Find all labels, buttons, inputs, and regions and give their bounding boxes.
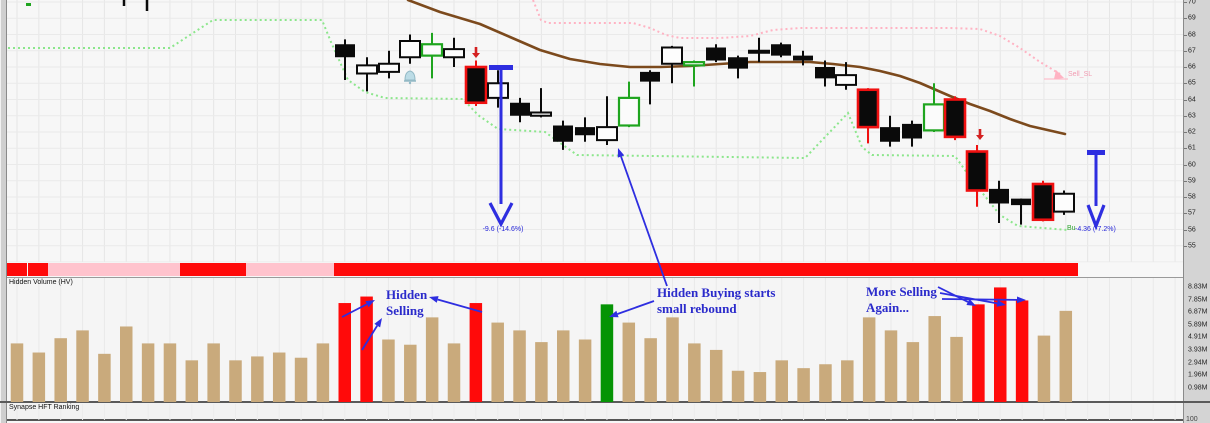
drop1-label[interactable]: -9.6 (-14.6%)	[482, 226, 524, 233]
price-axis-tick	[1184, 67, 1187, 68]
price-axis-label: 57	[1188, 209, 1196, 217]
volume-axis-label: 4.91M	[1188, 333, 1208, 341]
price-axis-tick	[1184, 229, 1187, 231]
volume-axis-label: 5.89M	[1188, 321, 1208, 329]
sell-sl-label: Sell_SL	[1068, 71, 1093, 78]
price-axis-label: 62	[1188, 128, 1196, 136]
price-axis-label: 58	[1188, 193, 1196, 201]
price-axis-tick	[1184, 50, 1187, 52]
price-axis-label: 61	[1188, 144, 1196, 152]
price-axis-label: 55	[1188, 242, 1196, 250]
volume-axis-label: 6.87M	[1188, 308, 1208, 316]
price-axis-tick	[1184, 99, 1187, 101]
volume-axis-label: 8.83M	[1188, 283, 1208, 291]
price-axis-label: 63	[1188, 112, 1196, 120]
buy-label: Bu	[1067, 225, 1076, 232]
hft-ranking-panel[interactable]	[7, 403, 1183, 421]
price-axis-tick	[1184, 18, 1187, 20]
hidden-selling-line1: Hidden	[386, 287, 428, 302]
hidden-volume-label: Hidden Volume (HV)	[9, 279, 73, 286]
hidden-buying-note[interactable]: Hidden Buying starts small rebound	[657, 285, 775, 317]
panel-divider	[0, 401, 1210, 403]
price-axis-label: 69	[1188, 14, 1196, 22]
window-left-border	[0, 0, 7, 423]
more-selling-note[interactable]: More Selling Again...	[866, 284, 937, 316]
price-axis-tick	[1184, 197, 1187, 198]
price-chart-panel[interactable]	[7, 0, 1183, 278]
price-axis-label: 70	[1188, 0, 1196, 6]
price-axis-label: 67	[1188, 47, 1196, 55]
hidden-selling-line2: Selling	[386, 303, 424, 318]
price-axis-label: 56	[1188, 226, 1196, 233]
more-selling-line2: Again...	[866, 300, 909, 315]
ranking-label: Synapse HFT Ranking	[9, 404, 80, 411]
drop2-label[interactable]: -4.36 (-7.2%)	[1075, 226, 1116, 233]
price-axis-tick	[1184, 180, 1187, 182]
strip-top-divider	[7, 262, 1183, 263]
price-axis-panel[interactable]: 70 69 68 67 66 65 64 63 62 61 60 59 58 57 56 55 8.83M 7.8…	[1183, 0, 1210, 423]
price-axis-label: 64	[1188, 96, 1196, 103]
ranking-axis-value: 100	[1186, 416, 1198, 423]
more-selling-line1: More Selling	[866, 284, 937, 299]
hidden-selling-note[interactable]: Hidden Selling	[386, 287, 427, 319]
hidden-buying-line2: small rebound	[657, 301, 737, 316]
price-axis-tick	[1184, 164, 1187, 166]
hidden-volume-panel[interactable]	[7, 278, 1183, 402]
price-axis-label: 60	[1188, 161, 1196, 168]
volume-axis-label: 0.98M	[1188, 384, 1208, 392]
volume-axis-label: 2.94M	[1188, 359, 1208, 367]
price-axis-tick	[1184, 34, 1187, 36]
price-axis-label: 59	[1188, 177, 1196, 185]
price-axis-label: 65	[1188, 79, 1196, 87]
volume-axis-label: 3.93M	[1188, 346, 1208, 354]
price-axis-tick	[1184, 115, 1187, 117]
volume-axis-label: 1.96M	[1188, 371, 1208, 379]
price-axis-tick	[1184, 132, 1187, 133]
price-axis-tick	[1184, 2, 1187, 3]
price-axis-label: 68	[1188, 31, 1196, 38]
price-axis-label: 66	[1188, 63, 1196, 71]
price-axis-tick	[1184, 245, 1187, 247]
price-axis-tick	[1184, 213, 1187, 215]
volume-axis-label: 7.85M	[1188, 296, 1208, 304]
hidden-buying-line1: Hidden Buying starts	[657, 285, 776, 300]
price-axis-tick	[1184, 148, 1187, 150]
price-axis-tick	[1184, 83, 1187, 85]
